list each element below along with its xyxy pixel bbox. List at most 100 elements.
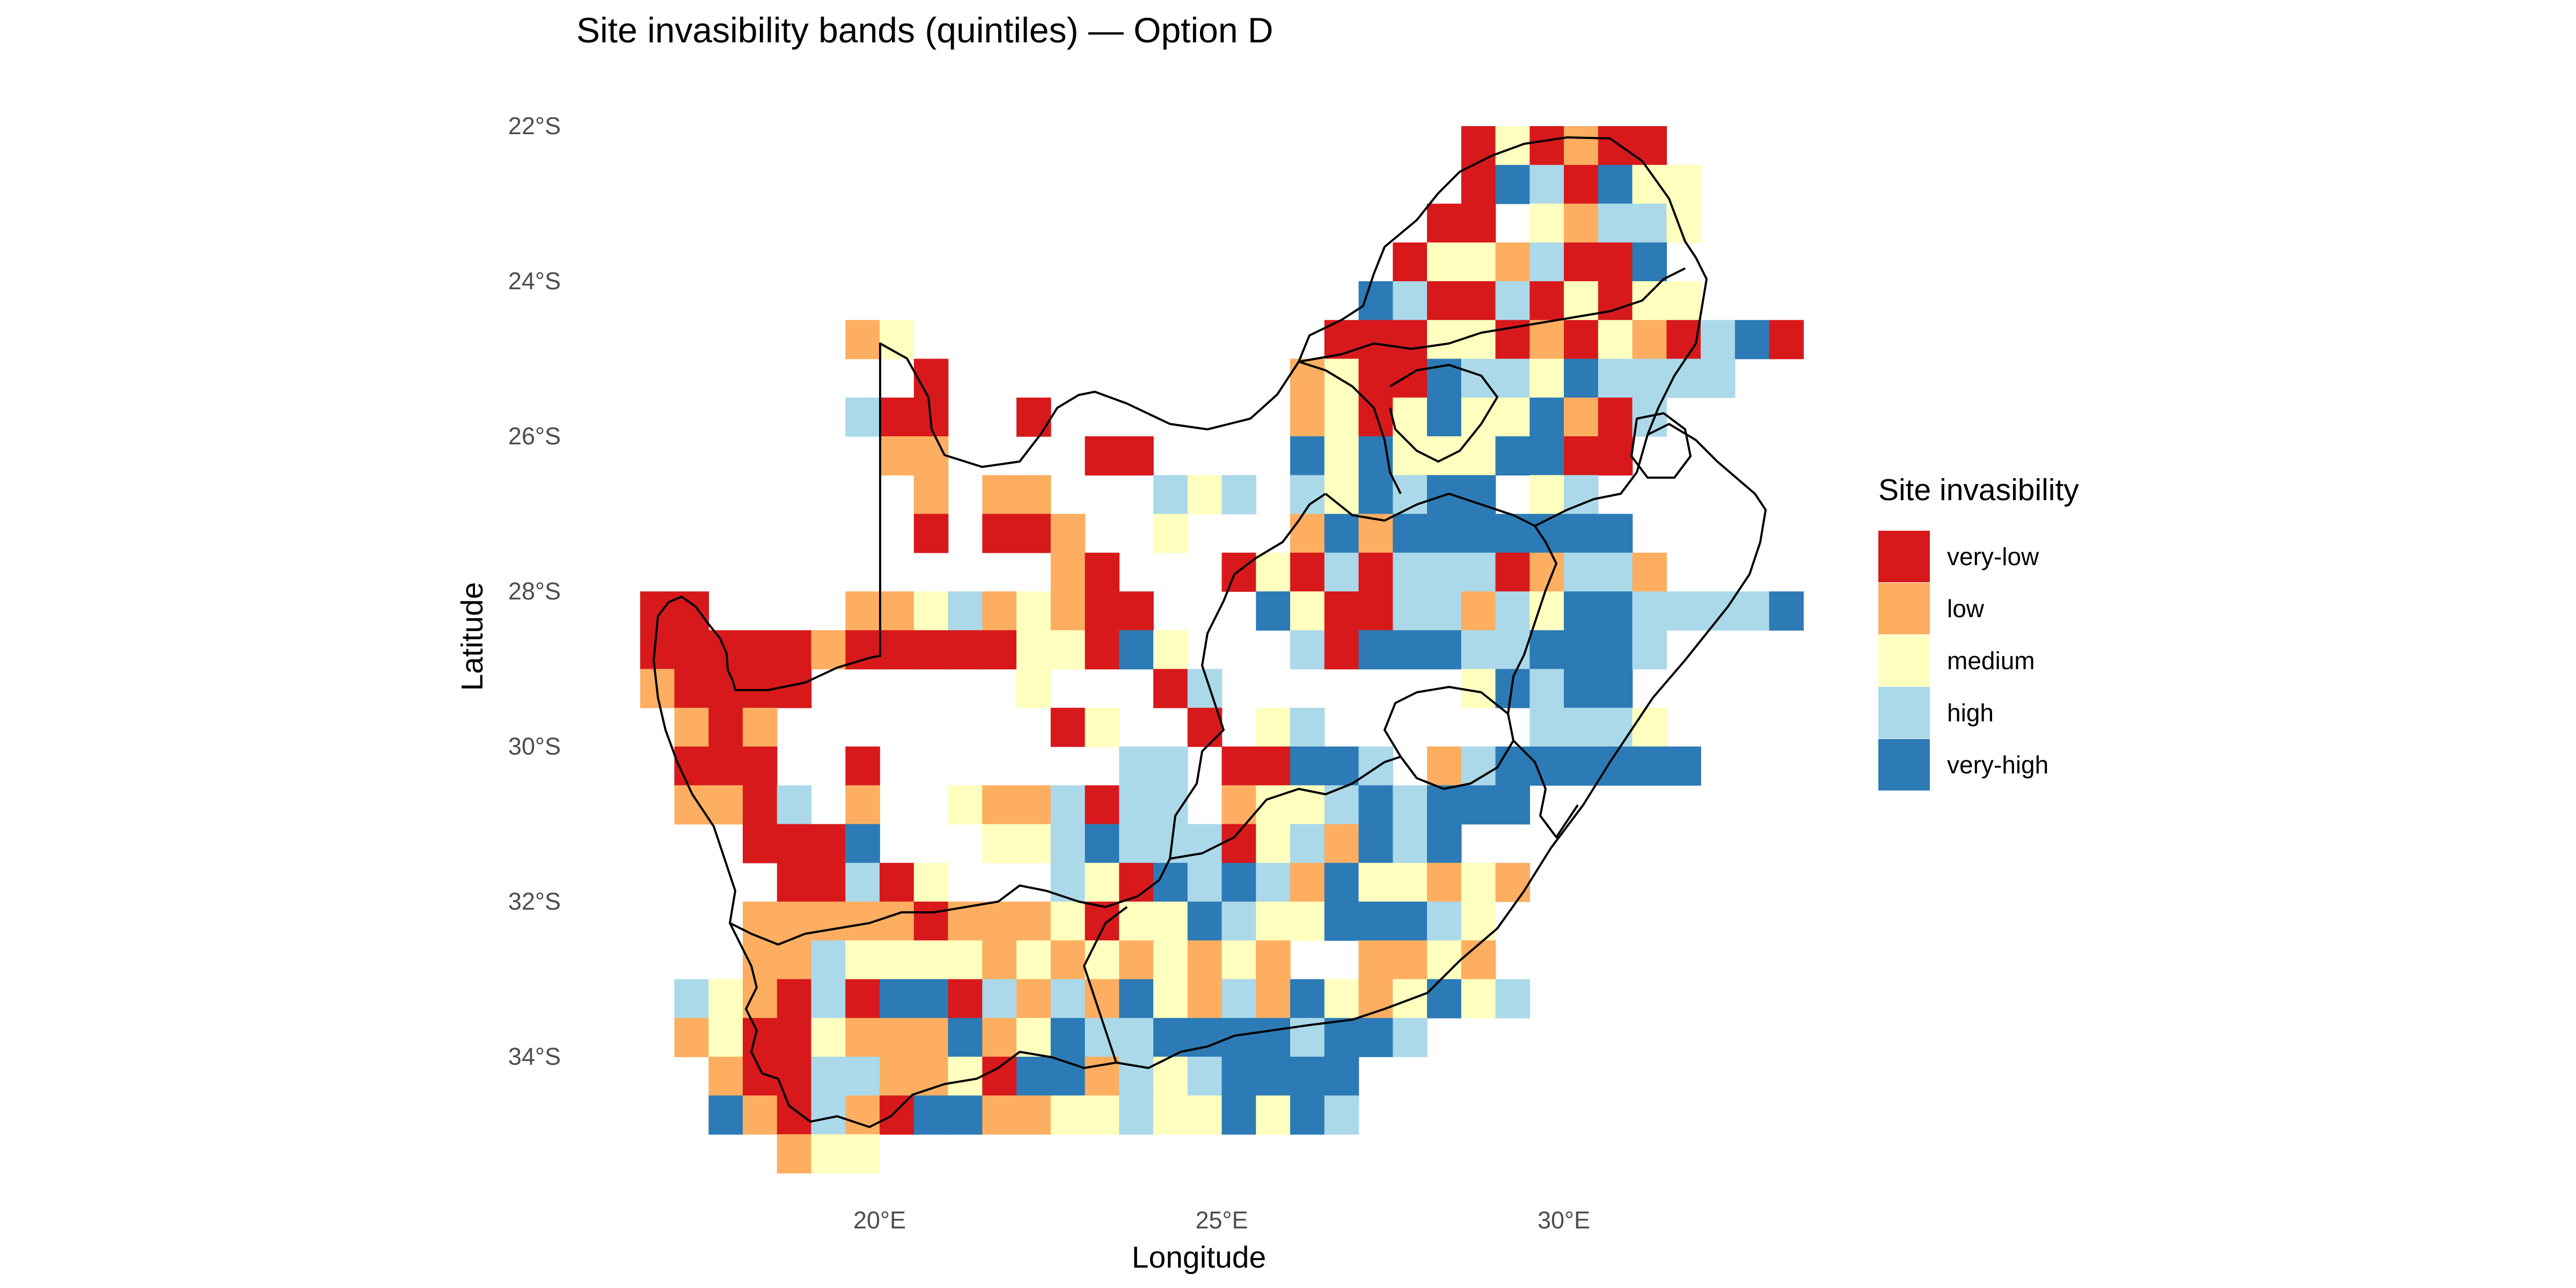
legend: Site invasibility very-low low medium high v… (1878, 472, 2079, 791)
raster-cell-low (1050, 552, 1086, 592)
raster-cell-very-low (880, 862, 914, 902)
raster-cell-low (982, 1095, 1017, 1135)
raster-cell-very-low (845, 747, 880, 786)
raster-cell-very-high (1221, 1095, 1256, 1135)
raster-cell-high (1564, 707, 1599, 747)
raster-cell-low (845, 1095, 880, 1135)
raster-cell-very-low (1358, 320, 1393, 360)
raster-cell-very-low (640, 630, 675, 670)
raster-cell-very-high (1290, 436, 1325, 475)
raster-cell-very-low (1598, 281, 1633, 320)
raster-cell-very-low (1085, 630, 1119, 670)
raster-cell-low (1632, 320, 1667, 360)
raster-cell-very-low (1564, 165, 1599, 204)
raster-cell-medium (1016, 630, 1051, 670)
raster-cell-very-low (845, 979, 880, 1019)
raster-cell-very-high (948, 1018, 983, 1057)
raster-cell-low (743, 707, 778, 747)
raster-cell-low (880, 436, 914, 475)
raster-cell-high (674, 979, 709, 1019)
raster-cell-medium (1324, 436, 1359, 475)
raster-cell-very-high (1495, 669, 1530, 708)
raster-cell-high (1256, 862, 1291, 902)
raster-cell-medium (1461, 397, 1496, 437)
raster-cell-very-high (708, 1095, 743, 1135)
raster-cell-very-low (1598, 436, 1633, 475)
raster-cell-medium (913, 591, 949, 631)
raster-cell-very-low (982, 630, 1017, 670)
border-free-state-eastern-cape (1169, 756, 1401, 860)
raster-cell-very-high (1187, 1018, 1223, 1057)
raster-cell-medium (1529, 358, 1564, 398)
raster-cell-very-high (1427, 630, 1462, 670)
raster-cell-very-low (777, 1095, 812, 1135)
raster-cell-high (1187, 824, 1223, 863)
raster-cell-high (1495, 358, 1530, 398)
raster-cell-very-high (1221, 862, 1256, 902)
y-tick-label: 34°S (508, 1043, 561, 1070)
raster-cell-very-high (1358, 785, 1393, 825)
raster-cell-low (1564, 203, 1599, 243)
raster-cell-very-high (1290, 1057, 1325, 1096)
raster-cell-very-high (1221, 1057, 1256, 1096)
raster-cell-very-low (1632, 126, 1667, 165)
raster-cell-high (1393, 1018, 1428, 1057)
raster-cell-high (1290, 630, 1325, 670)
raster-cell-very-low (1358, 552, 1393, 592)
raster-cell-very-low (743, 630, 778, 670)
legend-item: medium (1878, 634, 2079, 686)
raster-cell-low (777, 902, 812, 941)
raster-cell-very-high (1358, 1018, 1393, 1057)
raster-cell-very-low (1427, 281, 1462, 320)
raster-cell-very-high (1324, 862, 1359, 902)
legend-label: low (1947, 594, 1985, 623)
raster-cell-very-high (1119, 979, 1154, 1019)
raster-cell-high (1735, 591, 1770, 631)
raster-cell-very-low (1324, 630, 1359, 670)
raster-cell-high (1221, 475, 1256, 515)
raster-cell-low (982, 591, 1017, 631)
raster-cell-very-low (1393, 358, 1428, 398)
raster-cell-medium (1256, 902, 1291, 941)
raster-cell-very-high (1324, 514, 1359, 553)
raster-cell-high (1495, 591, 1530, 631)
raster-cell-very-low (777, 862, 812, 902)
raster-cell-medium (1324, 475, 1359, 515)
raster-cell-very-low (948, 979, 983, 1019)
raster-cell-low (845, 591, 880, 631)
raster-cell-high (777, 785, 812, 825)
raster-cell-high (1461, 630, 1496, 670)
raster-cell-very-high (1256, 1018, 1291, 1057)
raster-cell-low (982, 902, 1017, 941)
raster-cell-very-low (811, 824, 846, 863)
raster-cell-high (1598, 358, 1633, 398)
raster-cell-high (1564, 552, 1599, 592)
raster-cell-low (1016, 1095, 1051, 1135)
raster-cell-medium (1016, 1018, 1051, 1057)
raster-cell-high (811, 1095, 846, 1135)
raster-cell-high (1153, 475, 1188, 515)
raster-cell-medium (1427, 242, 1462, 282)
raster-cell-very-high (1393, 630, 1428, 670)
raster-cell-high (1598, 707, 1633, 747)
raster-cell-low (1495, 862, 1530, 902)
raster-cell-medium (1256, 1095, 1291, 1135)
raster-cell-low (1461, 940, 1496, 980)
raster-cell-very-low (743, 1018, 778, 1057)
raster-cell-high (1632, 591, 1667, 631)
raster-cell-very-low (1016, 397, 1051, 437)
raster-cell-low (1050, 940, 1086, 980)
raster-cell-very-high (1564, 669, 1599, 708)
raster-cell-low (982, 1018, 1017, 1057)
raster-cell-high (1119, 1057, 1154, 1096)
raster-cell-medium (1016, 824, 1051, 863)
raster-cell-very-high (1564, 747, 1599, 786)
raster-cell-very-high (1632, 747, 1667, 786)
raster-cell-medium (1598, 320, 1633, 360)
raster-cell-low (708, 785, 743, 825)
raster-cell-very-low (1256, 747, 1291, 786)
raster-cell-very-low (880, 1095, 914, 1135)
raster-cell-very-low (1290, 552, 1325, 592)
raster-cell-medium (1666, 281, 1701, 320)
